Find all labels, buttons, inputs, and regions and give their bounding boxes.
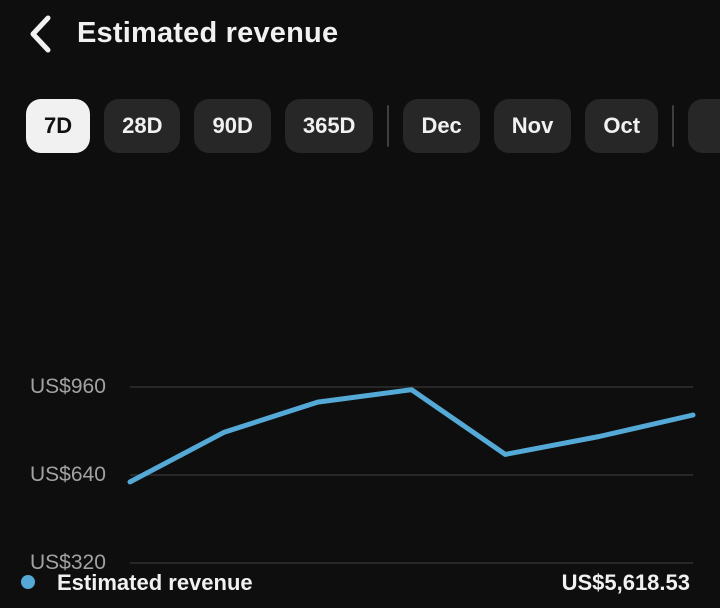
gridline-640 (130, 474, 693, 476)
header: Estimated revenue (0, 0, 720, 70)
page-title: Estimated revenue (77, 17, 339, 49)
revenue-line-series[interactable] (127, 387, 696, 608)
chip-dec[interactable]: Dec (403, 99, 480, 153)
legend-row-estimated-revenue[interactable]: Estimated revenue US$5,618.53 (0, 562, 720, 608)
y-axis-tick: US$960 (30, 375, 106, 398)
chip-90d[interactable]: 90D (194, 99, 271, 153)
time-range-chip-row[interactable]: 7D 28D 90D 365D Dec Nov Oct (0, 98, 720, 154)
back-button[interactable] (14, 8, 66, 60)
legend-series-label: Estimated revenue (57, 570, 253, 595)
legend-dot-icon (21, 575, 35, 589)
revenue-chart[interactable]: US$960 US$640 US$320 US$0 28 Nov 30 Nov … (0, 170, 720, 574)
chip-partial[interactable] (688, 99, 720, 153)
chevron-left-icon (27, 13, 53, 55)
chip-365d[interactable]: 365D (284, 99, 374, 153)
gridline-320 (130, 562, 693, 564)
gridline-960 (130, 386, 693, 388)
y-axis-tick: US$640 (30, 463, 106, 486)
chip-28d[interactable]: 28D (104, 99, 181, 153)
y-axis-tick: US$320 (30, 551, 106, 574)
chip-group-divider (387, 105, 390, 147)
chip-nov[interactable]: Nov (493, 99, 572, 153)
legend-total-value: US$5,618.53 (561, 570, 690, 595)
chip-oct[interactable]: Oct (585, 99, 659, 153)
chip-group-divider (672, 105, 675, 147)
chip-7d[interactable]: 7D (26, 99, 91, 153)
